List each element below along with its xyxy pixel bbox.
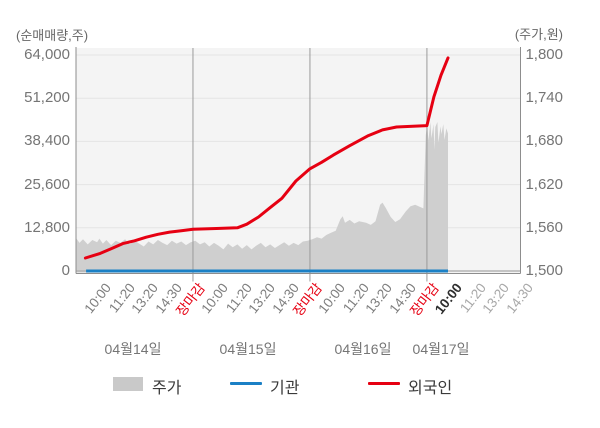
left-axis-tick-label: 51,200 — [24, 89, 70, 107]
left-axis-tick-label: 0 — [61, 262, 70, 279]
legend-label-foreigner: 외국인 — [408, 380, 453, 397]
left-axis-tick-label: 25,600 — [24, 175, 70, 193]
date-label: 04월14일 — [104, 341, 162, 357]
right-axis-tick-label: 1,500 — [525, 262, 563, 279]
legend-swatch-price-area — [113, 377, 143, 391]
right-axis-title: (주가,원) — [514, 27, 563, 42]
legend-swatch-institution-line — [230, 382, 262, 385]
left-axis-tick-label: 64,000 — [24, 46, 70, 63]
left-axis-title: (순매매량,주) — [16, 28, 89, 43]
date-label: 04월17일 — [412, 341, 470, 357]
right-axis-tick-label: 1,560 — [525, 218, 563, 236]
date-label: 04월15일 — [219, 341, 277, 357]
right-axis-tick-label: 1,740 — [525, 89, 563, 107]
date-label: 04월16일 — [334, 341, 392, 357]
right-axis-tick-label: 1,680 — [525, 132, 563, 150]
right-axis-tick-label: 1,800 — [525, 46, 563, 63]
left-axis-tick-label: 12,800 — [24, 218, 70, 236]
right-axis-tick-label: 1,620 — [525, 175, 563, 193]
legend-label-price: 주가 — [152, 380, 182, 397]
legend-label-institution: 기관 — [270, 380, 300, 397]
left-axis-tick-label: 38,400 — [24, 132, 70, 150]
legend-swatch-foreigner-line — [368, 382, 400, 385]
